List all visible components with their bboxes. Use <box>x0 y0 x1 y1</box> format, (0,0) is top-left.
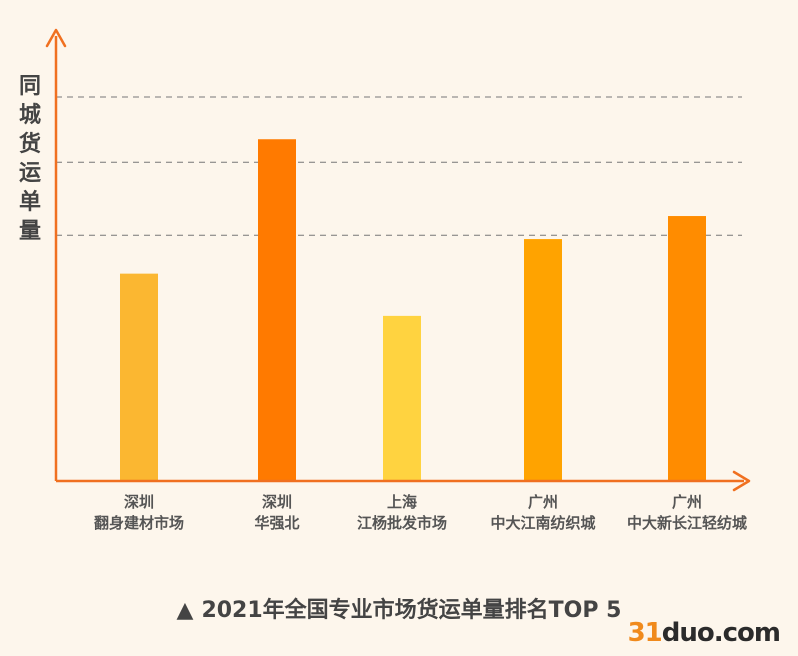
x-tick-label-line: 中大新长江轻纺城 <box>626 514 747 532</box>
x-tick-label-5: 广州中大新长江轻纺城 <box>612 492 762 534</box>
x-tick-label-1: 深圳 翻身建材市场 <box>64 492 214 534</box>
y-axis-arrow <box>45 28 67 48</box>
bar-4 <box>524 239 562 481</box>
x-tick-label-line: 上海 <box>386 493 417 511</box>
chart-caption: ▲ 2021年全国专业市场货运单量排名TOP 5 <box>0 592 798 624</box>
bar-5 <box>668 216 706 482</box>
x-tick-label-line: 翻身建材市场 <box>93 514 184 532</box>
x-tick-label-line: 广州 <box>671 493 702 511</box>
triangle-icon: ▲ <box>176 598 194 623</box>
bar-3 <box>383 315 421 481</box>
x-tick-label-line: 中大江南纺织城 <box>490 514 596 532</box>
x-tick-label-line: 广州 <box>527 493 558 511</box>
x-tick-label-4: 广州 中大江南纺织城 <box>468 492 618 534</box>
y-axis-label: 同城货运单量 <box>18 74 41 244</box>
x-tick-label-line: 华强北 <box>254 514 300 532</box>
x-tick-label-2: 深圳 华强北 <box>202 492 352 534</box>
x-tick-label-line: 深圳 <box>261 493 292 511</box>
watermark: 31duo.com <box>627 618 781 648</box>
chart-title: 2021年全国专业市场货运单量排名TOP 5 <box>201 598 622 623</box>
x-tick-label-3: 上海 江杨批发市场 <box>327 492 477 534</box>
x-tick-label-line: 江杨批发市场 <box>356 514 447 532</box>
watermark-domain: duo.com <box>661 618 781 648</box>
x-axis-arrow <box>732 470 751 492</box>
bar-1 <box>120 273 158 481</box>
watermark-number: 31 <box>627 618 663 648</box>
x-tick-label-line: 深圳 <box>123 493 154 511</box>
bar-2 <box>258 139 296 482</box>
bar-chart <box>45 28 751 492</box>
